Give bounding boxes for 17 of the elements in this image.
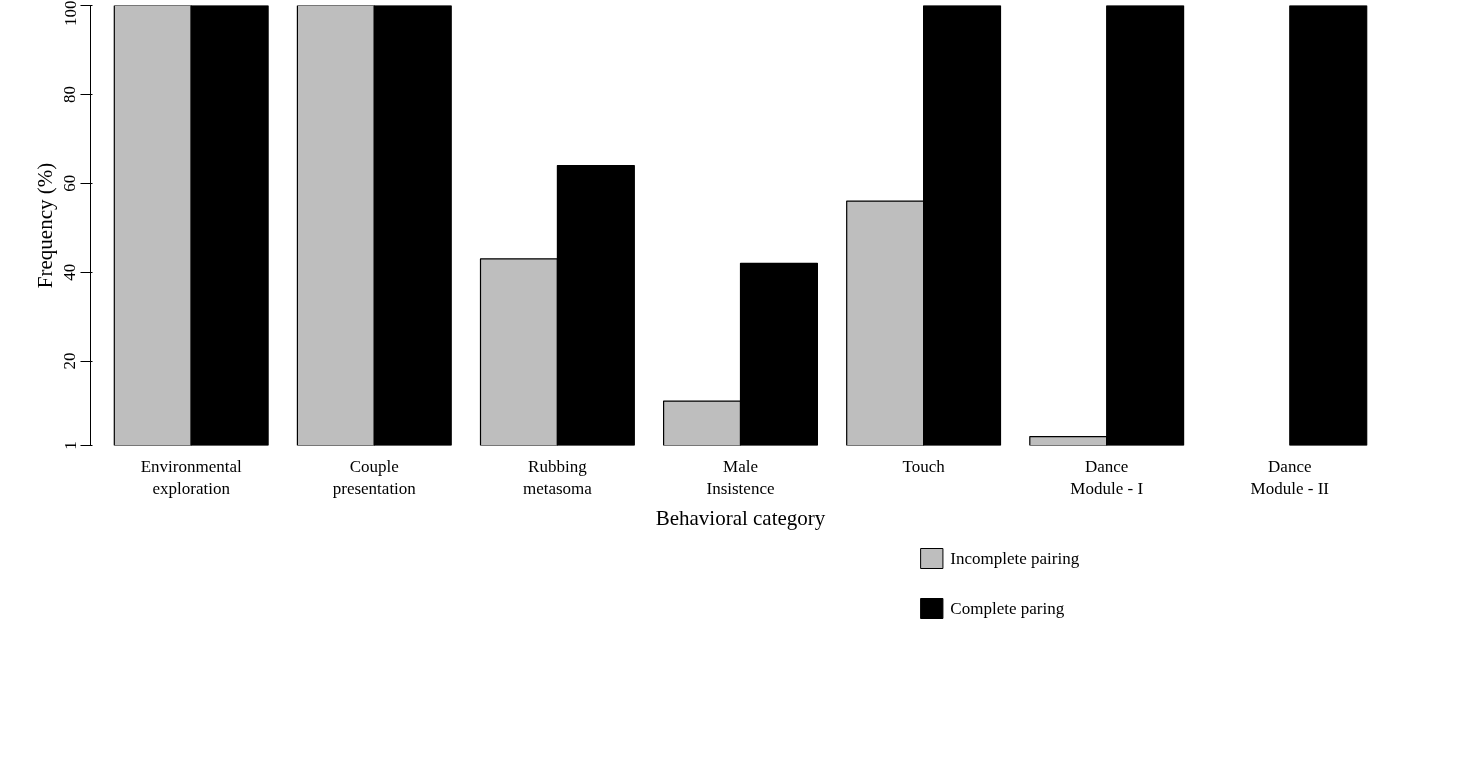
x-tick-label: Male Insistence (706, 456, 775, 499)
y-tick-label: 40 (60, 263, 80, 281)
legend-label: Complete paring (950, 599, 1065, 618)
y-tick-label: 60 (60, 174, 80, 192)
x-tick-label: Couple presentation (332, 456, 417, 499)
y-tick-label: 20 (60, 352, 80, 370)
legend-label: Incomplete pairing (950, 549, 1080, 568)
x-tick-label: Dance Module - II (1250, 456, 1330, 499)
y-tick-label: 1 (60, 441, 80, 450)
x-tick-label: Rubbing metasoma (522, 456, 593, 499)
x-axis-title: Behavioral category (655, 506, 826, 531)
y-tick-label: 80 (60, 85, 80, 103)
x-tick-label: Dance Module - I (1070, 456, 1144, 499)
y-axis-title: Frequency (%) (32, 162, 57, 289)
y-tick-label: 100 (60, 0, 80, 26)
x-tick-label: Touch (902, 456, 946, 476)
x-tick-label: Environmental exploration (140, 456, 242, 499)
